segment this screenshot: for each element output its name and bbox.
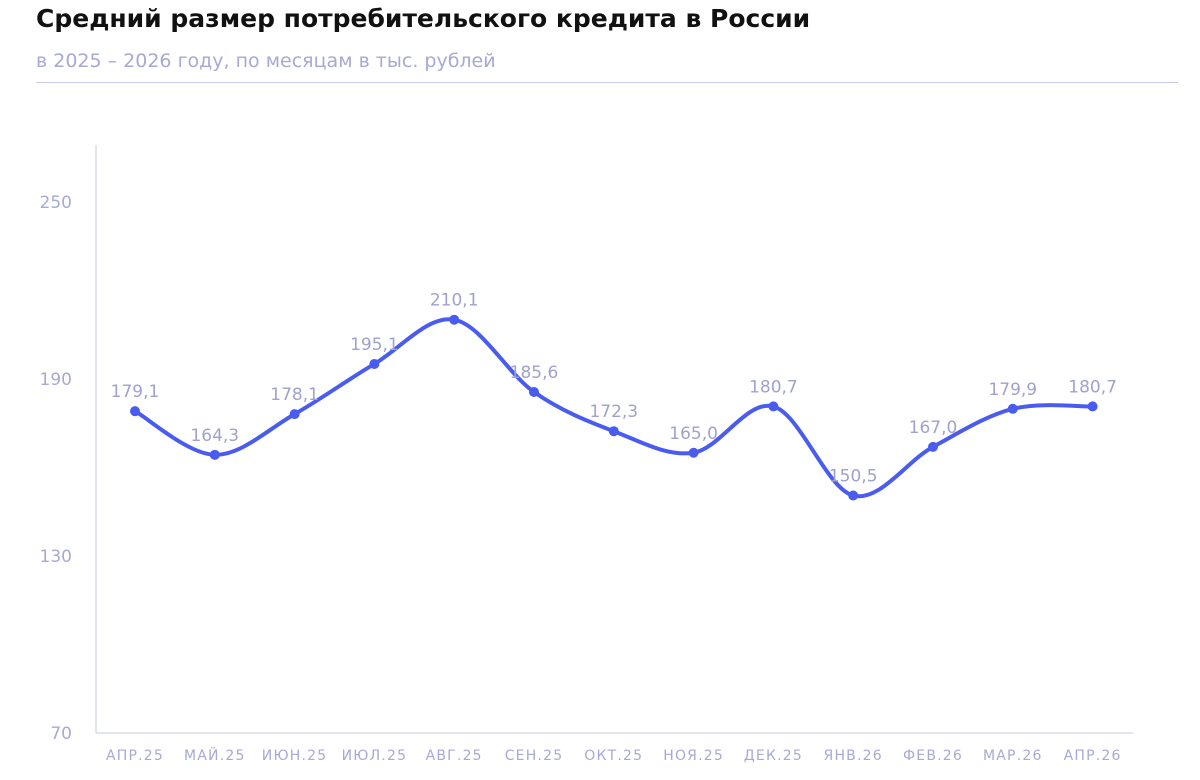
data-label: 185,6 [510,363,559,383]
y-tick-label: 70 [50,724,72,744]
data-point [130,406,140,417]
x-tick-label: ИЮЛ.25 [342,748,408,764]
chart-subtitle: в 2025 – 2026 году, по месяцам в тыс. ру… [36,50,496,72]
x-tick-label: МАР.26 [983,748,1043,764]
data-label: 167,0 [909,418,958,438]
data-point [1007,403,1018,414]
data-point [449,314,460,325]
data-label: 178,1 [270,385,319,405]
data-point [608,426,619,437]
data-label: 195,1 [350,335,399,355]
data-label: 179,9 [988,380,1037,400]
x-tick-label: ОКТ.25 [584,748,643,764]
x-tick-label: АПР.26 [1064,748,1122,764]
x-tick-label: ЯНВ.26 [824,748,883,764]
y-tick-label: 190 [40,370,72,390]
data-point [1087,401,1098,412]
x-tick-label: СЕН.25 [505,748,564,764]
y-tick-label: 250 [40,193,72,213]
header-divider [36,82,1178,83]
data-point [369,358,380,369]
x-tick-label: ИЮН.25 [262,748,328,764]
data-label: 165,0 [669,424,718,444]
data-label: 180,7 [749,377,798,397]
x-tick-label: АПР.25 [106,748,164,764]
x-tick-label: АВГ.25 [426,748,483,764]
chart-title: Средний размер потребительского кредита … [36,4,811,33]
x-tick-label: НОЯ.25 [663,748,724,764]
y-tick-label: 130 [40,547,72,567]
data-label: 180,7 [1068,377,1117,397]
data-label: 172,3 [589,402,638,422]
x-tick-label: ФЕВ.26 [903,748,963,764]
data-point [848,490,859,501]
x-tick-label: МАЙ.25 [184,746,246,764]
data-label: 179,1 [111,382,160,402]
data-point [768,401,779,412]
data-point [928,441,938,452]
data-label: 150,5 [829,467,878,487]
data-point [529,386,539,397]
data-point [688,447,699,458]
data-label: 210,1 [430,291,479,311]
data-point [209,449,220,460]
data-point [289,409,300,420]
x-tick-label: ДЕК.25 [744,748,803,764]
data-label: 164,3 [190,426,239,446]
